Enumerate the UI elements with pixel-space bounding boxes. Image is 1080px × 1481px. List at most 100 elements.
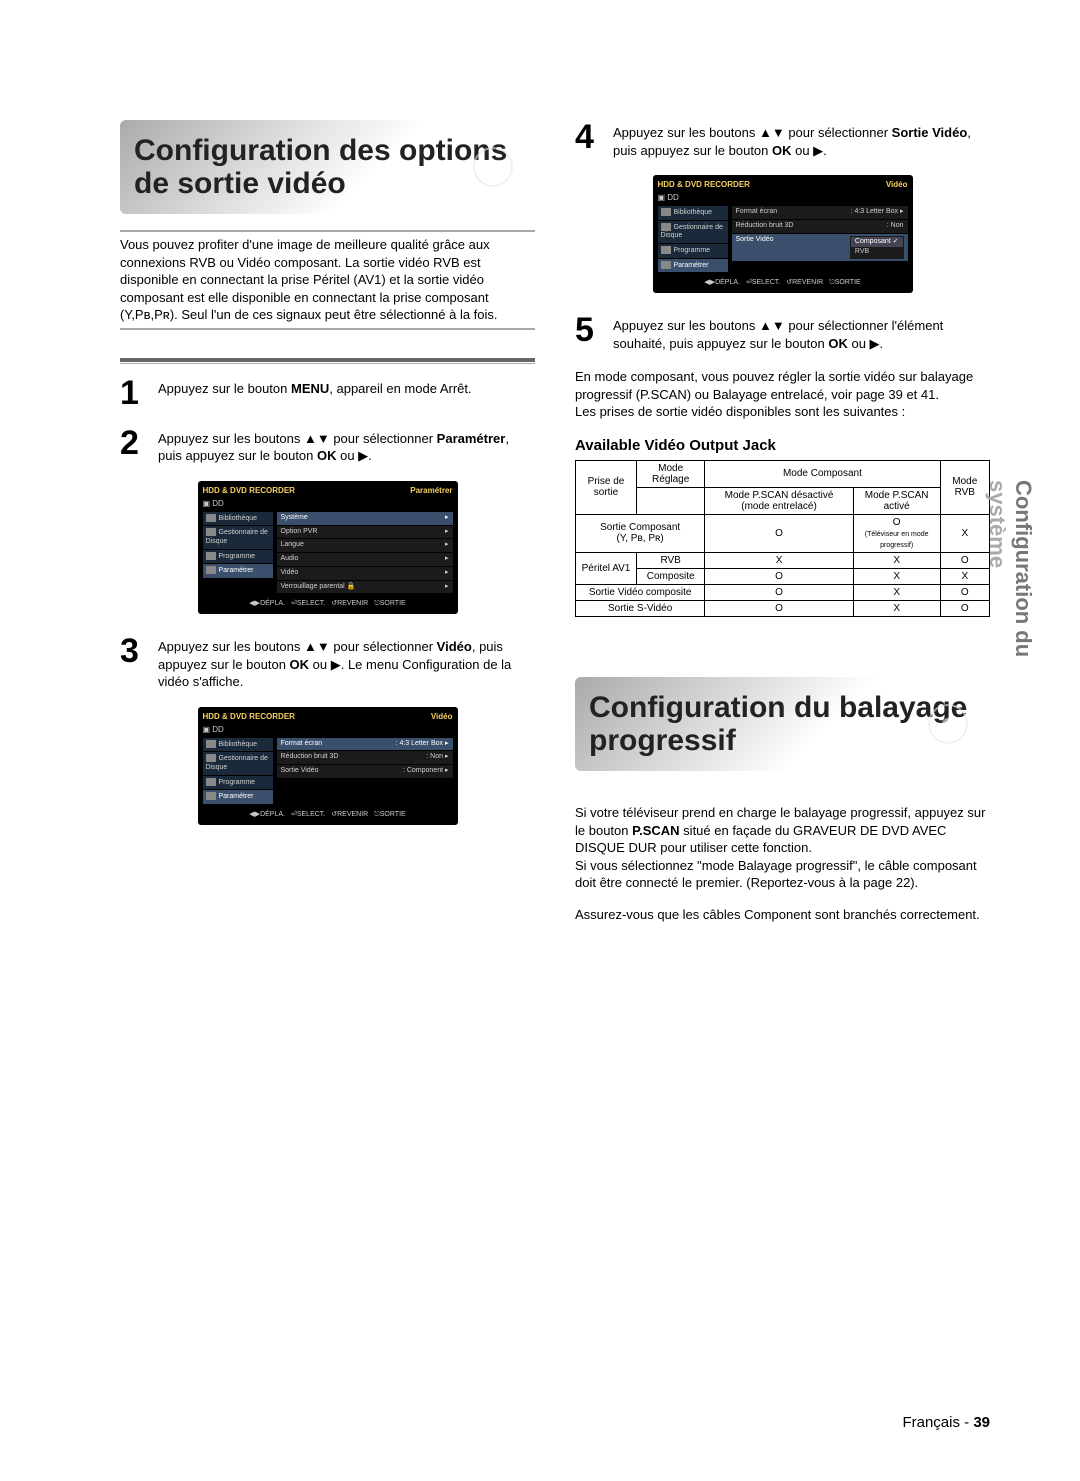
para-balayage-2: Assurez-vous que les câbles Component so… bbox=[575, 906, 990, 924]
side-item: Bibliothèque bbox=[219, 515, 258, 522]
step-num: 5 bbox=[575, 313, 605, 352]
right-column: 4 Appuyez sur les boutons ▲▼ pour sélect… bbox=[575, 120, 990, 924]
left-column: Configuration des options de sortie vidé… bbox=[120, 120, 535, 924]
row-label: Sortie Vidéo bbox=[281, 767, 319, 776]
cell: Sortie Composant (Y, Pʙ, Pʀ) bbox=[576, 514, 705, 552]
ok-bold: OK bbox=[317, 448, 337, 463]
row-val: ▸ bbox=[445, 528, 449, 537]
osd-title-l: HDD & DVD RECORDER bbox=[658, 180, 750, 190]
section-heading-right: Configuration du balayage progressif bbox=[575, 677, 990, 771]
osd-title-r: Paramétrer bbox=[410, 486, 452, 496]
step-num: 1 bbox=[120, 376, 150, 410]
para-balayage-1: Si votre téléviseur prend en charge le b… bbox=[575, 787, 990, 892]
footer-lang: Français bbox=[902, 1414, 960, 1431]
ok-bold: OK bbox=[828, 336, 848, 351]
pscan-bold: P.SCAN bbox=[632, 823, 679, 838]
cell: O(Téléviseur en mode progressif) bbox=[853, 514, 940, 552]
ftr: ◀▶DÉPLA. bbox=[249, 811, 285, 818]
sortie-bold: Sortie Vidéo bbox=[892, 125, 968, 140]
cell: RVB bbox=[637, 552, 705, 568]
side-tab-main: Configuration du bbox=[1011, 480, 1036, 657]
osd-dd: DD bbox=[212, 725, 224, 734]
cell: O bbox=[705, 568, 853, 584]
cell: Péritel AV1 bbox=[576, 552, 637, 584]
step-num: 2 bbox=[120, 426, 150, 465]
text: ou ▶. bbox=[848, 336, 883, 351]
heading-balayage: Configuration du balayage progressif bbox=[589, 691, 972, 757]
row-label: Réduction bruit 3D bbox=[736, 222, 794, 231]
menu-bold: MENU bbox=[291, 381, 329, 396]
ftr: ↺REVENIR bbox=[331, 600, 368, 607]
row-label: Sortie Vidéo bbox=[736, 236, 774, 260]
text: Appuyez sur les boutons ▲▼ pour sélectio… bbox=[158, 639, 437, 654]
row-label: Vidéo bbox=[281, 569, 299, 578]
osd-dd: DD bbox=[667, 193, 679, 202]
disque-icon bbox=[206, 528, 216, 536]
cell: Sortie S-Vidéo bbox=[576, 600, 705, 616]
cell: O bbox=[705, 584, 853, 600]
row-label: Format écran bbox=[281, 740, 323, 749]
text: Appuyez sur le bouton bbox=[158, 381, 291, 396]
table-title: Available Vidéo Output Jack bbox=[575, 437, 990, 454]
row-label: Langue bbox=[281, 541, 304, 550]
cell: O bbox=[705, 514, 853, 552]
row-label: Système bbox=[281, 514, 308, 523]
th: Prise de sortie bbox=[576, 460, 637, 514]
ok-bold: OK bbox=[290, 657, 310, 672]
cell: X bbox=[853, 552, 940, 568]
cell: X bbox=[853, 600, 940, 616]
row-val: ▸ bbox=[445, 555, 449, 564]
th: Mode Composant bbox=[705, 460, 940, 487]
page-footer: Français - 39 bbox=[902, 1414, 990, 1431]
osd-main: Système▸ Option PVR▸ Langue▸ Audio▸ Vidé… bbox=[277, 511, 453, 595]
side-tab-sub: système bbox=[985, 480, 1010, 568]
gear-icon bbox=[661, 261, 671, 269]
side-tab: Configuration du système bbox=[984, 480, 1036, 657]
th: Mode Réglage bbox=[637, 460, 705, 487]
param-bold: Paramétrer bbox=[437, 431, 506, 446]
row-label: Audio bbox=[281, 555, 299, 564]
row-val: ▸ bbox=[445, 514, 449, 523]
row-label: Réduction bruit 3D bbox=[281, 753, 339, 762]
dropdown-option: RVB bbox=[851, 247, 903, 258]
step-num: 3 bbox=[120, 634, 150, 691]
cell: X bbox=[853, 584, 940, 600]
row-label: Format écran bbox=[736, 208, 778, 217]
disque-icon bbox=[661, 223, 671, 231]
para-after-5: En mode composant, vous pouvez régler la… bbox=[575, 368, 990, 421]
step-3: 3 Appuyez sur les boutons ▲▼ pour sélect… bbox=[120, 634, 535, 691]
programme-icon bbox=[206, 552, 216, 560]
ok-bold: OK bbox=[772, 143, 792, 158]
osd-title-l: HDD & DVD RECORDER bbox=[203, 486, 295, 496]
ftr: ↺REVENIR bbox=[331, 811, 368, 818]
cell: O bbox=[940, 552, 989, 568]
ftr: ↺REVENIR bbox=[786, 279, 823, 286]
ftr: ⎋SORTIE bbox=[374, 600, 405, 607]
cell: X bbox=[705, 552, 853, 568]
row-val: ▸ bbox=[445, 583, 449, 592]
osd-title-l: HDD & DVD RECORDER bbox=[203, 712, 295, 722]
biblio-icon bbox=[206, 514, 216, 522]
text: ou ▶. bbox=[792, 143, 827, 158]
programme-icon bbox=[206, 778, 216, 786]
side-item: Programme bbox=[219, 779, 256, 786]
side-item: Bibliothèque bbox=[219, 741, 258, 748]
footer-page: 39 bbox=[973, 1414, 990, 1431]
manual-page: Configuration des options de sortie vidé… bbox=[0, 0, 1080, 1481]
ftr: ⎋SORTIE bbox=[829, 279, 860, 286]
cell: O bbox=[940, 600, 989, 616]
ftr: ◀▶DÉPLA. bbox=[249, 600, 285, 607]
intro-block: Vous pouvez profiter d'une image de meil… bbox=[120, 230, 535, 330]
row-val: : Non bbox=[887, 222, 904, 231]
heading-sortie-video: Configuration des options de sortie vidé… bbox=[134, 134, 517, 200]
th: Mode P.SCAN désactivé (mode entrelacé) bbox=[705, 487, 853, 514]
ftr: ⏎SELECT. bbox=[746, 279, 780, 286]
step-5: 5 Appuyez sur les boutons ▲▼ pour sélect… bbox=[575, 313, 990, 352]
gear-icon bbox=[206, 566, 216, 574]
text: , appareil en mode Arrêt. bbox=[329, 381, 471, 396]
osd-title-r: Vidéo bbox=[886, 180, 908, 190]
cell: Composite bbox=[637, 568, 705, 584]
programme-icon bbox=[661, 246, 671, 254]
osd-screenshot-3: HDD & DVD RECORDERVidéo ▣ DD Bibliothèqu… bbox=[653, 175, 913, 293]
gear-icon bbox=[206, 792, 216, 800]
